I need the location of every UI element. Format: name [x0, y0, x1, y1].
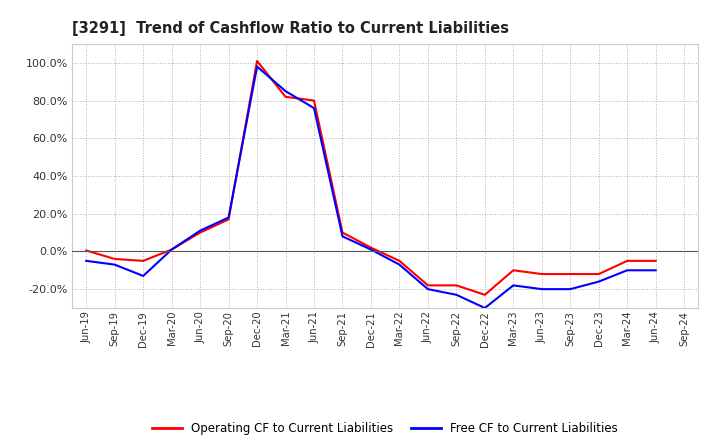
Operating CF to Current Liabilities — [225, 217, 233, 222]
Free CF to Current Liabilities — [282, 88, 290, 94]
Line: Free CF to Current Liabilities: Free CF to Current Liabilities — [86, 66, 656, 308]
Free CF to Current Liabilities — [509, 283, 518, 288]
Free CF to Current Liabilities — [110, 262, 119, 267]
Operating CF to Current Liabilities — [110, 257, 119, 262]
Operating CF to Current Liabilities — [537, 271, 546, 277]
Operating CF to Current Liabilities — [366, 245, 375, 250]
Operating CF to Current Liabilities — [282, 94, 290, 99]
Operating CF to Current Liabilities — [623, 258, 631, 264]
Operating CF to Current Liabilities — [509, 268, 518, 273]
Operating CF to Current Liabilities — [480, 292, 489, 297]
Operating CF to Current Liabilities — [82, 248, 91, 253]
Free CF to Current Liabilities — [452, 292, 461, 297]
Free CF to Current Liabilities — [338, 234, 347, 239]
Free CF to Current Liabilities — [253, 64, 261, 69]
Operating CF to Current Liabilities — [652, 258, 660, 264]
Free CF to Current Liabilities — [480, 305, 489, 311]
Free CF to Current Liabilities — [537, 286, 546, 292]
Operating CF to Current Liabilities — [452, 283, 461, 288]
Operating CF to Current Liabilities — [566, 271, 575, 277]
Legend: Operating CF to Current Liabilities, Free CF to Current Liabilities: Operating CF to Current Liabilities, Fre… — [148, 417, 623, 440]
Free CF to Current Liabilities — [225, 215, 233, 220]
Operating CF to Current Liabilities — [310, 98, 318, 103]
Free CF to Current Liabilities — [366, 247, 375, 252]
Operating CF to Current Liabilities — [139, 258, 148, 264]
Free CF to Current Liabilities — [395, 262, 404, 267]
Operating CF to Current Liabilities — [253, 59, 261, 64]
Free CF to Current Liabilities — [652, 268, 660, 273]
Operating CF to Current Liabilities — [196, 230, 204, 235]
Free CF to Current Liabilities — [623, 268, 631, 273]
Line: Operating CF to Current Liabilities: Operating CF to Current Liabilities — [86, 61, 656, 295]
Free CF to Current Liabilities — [423, 286, 432, 292]
Operating CF to Current Liabilities — [395, 258, 404, 264]
Operating CF to Current Liabilities — [423, 283, 432, 288]
Operating CF to Current Liabilities — [338, 230, 347, 235]
Free CF to Current Liabilities — [82, 258, 91, 264]
Free CF to Current Liabilities — [566, 286, 575, 292]
Free CF to Current Liabilities — [139, 273, 148, 279]
Free CF to Current Liabilities — [595, 279, 603, 284]
Operating CF to Current Liabilities — [595, 271, 603, 277]
Free CF to Current Liabilities — [167, 247, 176, 252]
Text: [3291]  Trend of Cashflow Ratio to Current Liabilities: [3291] Trend of Cashflow Ratio to Curren… — [72, 21, 509, 36]
Free CF to Current Liabilities — [310, 106, 318, 111]
Free CF to Current Liabilities — [196, 228, 204, 233]
Operating CF to Current Liabilities — [167, 247, 176, 252]
